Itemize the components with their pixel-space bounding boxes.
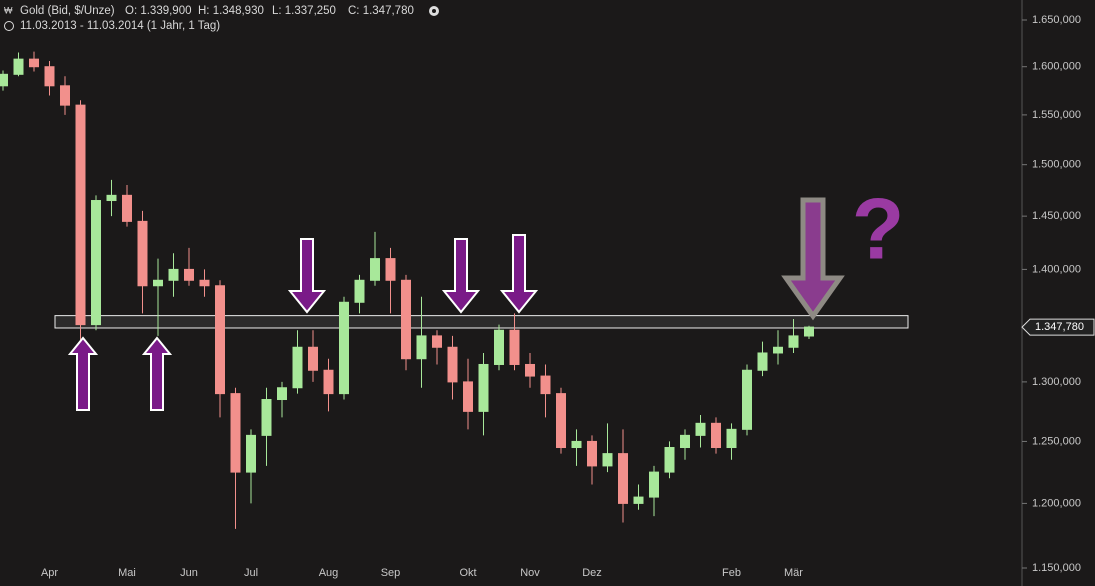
candle-body — [292, 346, 303, 389]
candle-body — [29, 58, 39, 68]
x-tick-label: Jul — [244, 567, 258, 579]
support-band — [54, 315, 909, 329]
candle-body — [106, 194, 117, 202]
settings-icon-hole — [432, 9, 436, 13]
candle-body — [184, 268, 194, 281]
x-tick-label: Sep — [381, 567, 401, 579]
up-arrow — [67, 336, 99, 411]
last-price-label: 1.347,780 — [1035, 321, 1084, 333]
x-tick-label: Nov — [520, 567, 540, 579]
y-tick-label: 1.550,000 — [1032, 109, 1081, 121]
y-tick-label: 1.650,000 — [1032, 14, 1081, 26]
x-tick-label: Mär — [784, 567, 803, 579]
candle-body — [540, 375, 551, 395]
clock-icon — [4, 21, 14, 31]
ohlc-open: O: 1.339,900 — [125, 5, 192, 17]
y-tick-label: 1.200,000 — [1032, 497, 1081, 509]
candle-body — [416, 335, 427, 360]
candle-body — [215, 285, 225, 395]
x-tick-label: Apr — [41, 567, 58, 579]
candle-body — [695, 422, 706, 436]
big-down-arrow — [781, 197, 845, 321]
candle-body — [571, 440, 582, 449]
candle-body — [199, 279, 210, 287]
chart-icon: ₩ — [4, 5, 13, 15]
candle-body — [478, 363, 489, 412]
candle-body — [804, 326, 814, 337]
candle-body — [463, 381, 473, 412]
y-tick-label: 1.250,000 — [1032, 435, 1081, 447]
candle-body — [556, 393, 566, 449]
candle-body — [13, 58, 24, 75]
arrows — [67, 197, 845, 411]
candle-body — [773, 346, 783, 354]
down-arrow — [441, 238, 481, 314]
candle-body — [153, 279, 163, 287]
candle-body — [447, 346, 458, 383]
down-arrow — [499, 234, 539, 314]
x-tick-label: Feb — [722, 567, 741, 579]
candle-body — [525, 363, 535, 377]
candle-body — [277, 387, 287, 401]
y-tick-label: 1.500,000 — [1032, 159, 1081, 171]
candle-body — [385, 258, 396, 281]
x-tick-label: Dez — [582, 567, 602, 579]
candle-body — [664, 447, 675, 473]
x-tick-label: Okt — [459, 567, 476, 579]
candle-body — [75, 104, 86, 326]
candle-body — [370, 258, 380, 281]
plot-area — [0, 51, 909, 529]
y-tick-label: 1.450,000 — [1032, 210, 1081, 222]
candle-body — [757, 352, 768, 371]
candle-body — [168, 268, 179, 281]
candle-body — [261, 399, 272, 436]
y-tick-label: 1.400,000 — [1032, 263, 1081, 275]
candle-body — [633, 496, 644, 504]
chart-title: Gold (Bid, $/Unze) — [20, 5, 115, 17]
ohlc-close: C: 1.347,780 — [348, 5, 414, 17]
x-tick-label: Mai — [118, 567, 136, 579]
candle-body — [788, 335, 799, 348]
candle-body — [680, 434, 690, 449]
candle-body — [323, 369, 334, 395]
candle-body — [711, 422, 721, 449]
x-tick-label: Aug — [319, 567, 339, 579]
candle-body — [122, 194, 132, 222]
down-arrow — [287, 238, 327, 314]
chart-subtitle: 11.03.2013 - 11.03.2014 (1 Jahr, 1 Tag) — [20, 20, 220, 32]
up-arrow — [141, 336, 173, 411]
candle-body — [230, 393, 241, 473]
candle-body — [432, 335, 442, 348]
question-mark: ? — [852, 182, 905, 278]
candle-body — [339, 301, 349, 395]
ohlc-low: L: 1.337,250 — [272, 5, 336, 17]
candle-body — [587, 440, 597, 467]
last-price-flag — [1021, 318, 1095, 336]
candle-body — [308, 346, 318, 371]
header: ₩ Gold (Bid, $/Unze) O: 1.339,900 H: 1.3… — [4, 5, 439, 32]
candle-body — [649, 471, 659, 498]
candle-body — [726, 428, 737, 449]
ohlc-high: H: 1.348,930 — [198, 5, 264, 17]
candle-body — [354, 279, 365, 303]
candle-body — [494, 329, 504, 365]
candle-body — [0, 73, 8, 87]
y-tick-label: 1.150,000 — [1032, 562, 1081, 574]
candle-body — [137, 220, 148, 287]
x-tick-label: Jun — [180, 567, 198, 579]
candle-body — [618, 453, 628, 504]
candle-body — [509, 329, 520, 365]
candle-body — [44, 66, 55, 87]
y-tick-label: 1.600,000 — [1032, 61, 1081, 73]
candle-body — [742, 369, 752, 430]
candle-body — [246, 434, 256, 473]
candle-body — [60, 85, 70, 106]
candle-body — [401, 279, 411, 360]
candle-body — [602, 453, 613, 467]
candle-body — [91, 200, 101, 326]
y-tick-label: 1.300,000 — [1032, 376, 1081, 388]
